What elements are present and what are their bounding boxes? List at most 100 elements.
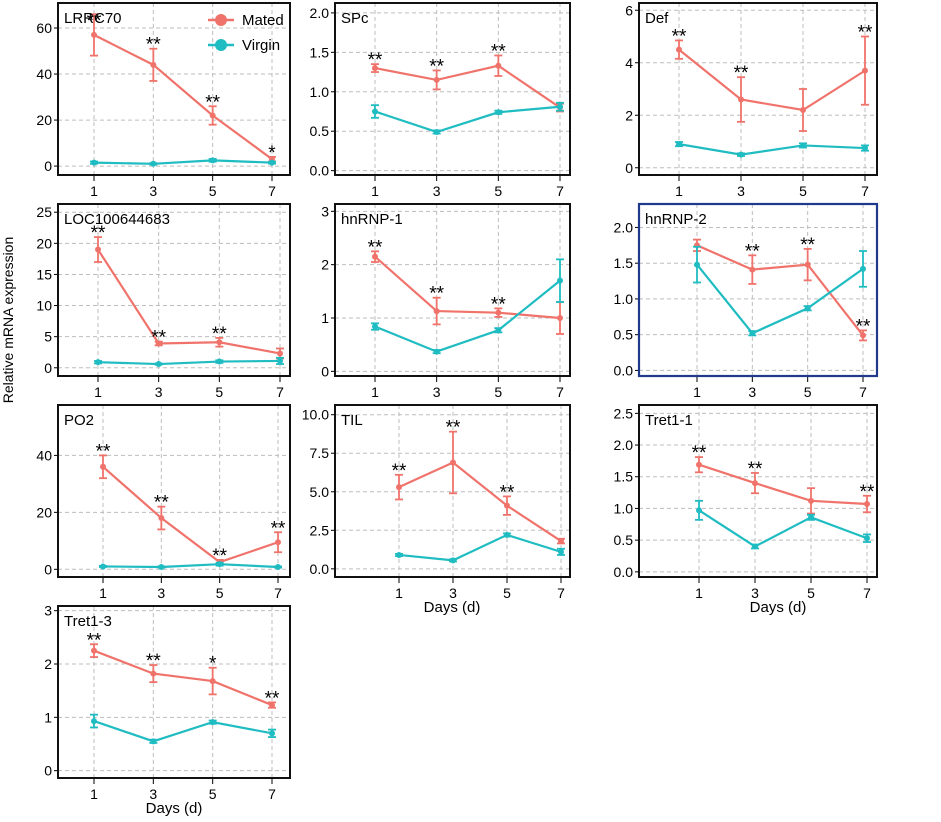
panel-title: hnRNP-2 [645,211,707,228]
virgin-point [808,514,814,521]
virgin-line [93,159,273,165]
virgin-point [804,305,811,312]
y-tick-label: 0 [44,158,52,174]
y-tick-label: 0.5 [614,532,634,548]
significance-mark: ** [500,482,515,503]
x-tick-label: 1 [675,183,683,199]
y-tick-label: 2.0 [614,437,634,453]
mated-point [495,309,502,316]
virgin-point [95,359,101,366]
x-tick-label: 1 [693,384,701,400]
significance-mark: ** [96,441,111,462]
panel-hnrnp-2: 0.0 0.5 1.0 1.5 2.0 1 3 5 7 ** ** ** hnRNP-2 [614,202,879,400]
y-tick-label: 2.0 [614,219,634,235]
y-tick-label: 0.0 [614,564,634,580]
y-tick-label: 0.0 [614,362,634,378]
y-tick-label: 20 [36,504,52,520]
mated-point [372,65,378,72]
x-tick-label: 7 [268,183,276,199]
x-tick-label: 3 [449,585,457,601]
mated-point [504,502,510,509]
x-tick-label: 1 [371,183,379,199]
panel-til: 0.0 2.5 5.0 7.5 10.0 1 3 5 7 ** ** ** TIL [302,404,571,601]
mated-point [495,62,502,69]
mated-line [678,48,866,112]
significance-mark: ** [368,50,383,71]
virgin-point [676,141,682,148]
x-tick-label: 5 [494,384,502,400]
mated-line [97,248,281,355]
x-tick-label: 7 [274,585,282,601]
mated-point [800,107,806,113]
virgin-point [752,543,758,550]
x-tick-label: 3 [737,183,745,199]
y-tick-label: 5 [44,329,52,345]
panel-title: SPc [341,10,369,27]
mated-point [155,340,162,347]
virgin-point [150,160,157,167]
virgin-point [100,563,106,570]
mated-line [93,33,273,161]
panel-title: LOC100644683 [64,211,170,228]
y-tick-label: 0 [44,360,52,376]
mated-point [209,112,216,119]
significance-mark: * [268,143,276,164]
significance-mark: ** [205,92,220,113]
mated-point [804,261,811,268]
panel-border [57,203,291,377]
x-tick-label: 5 [804,384,812,400]
mated-point [269,702,275,709]
mated-point [676,46,682,53]
virgin-line [678,143,866,156]
virgin-point [269,730,275,737]
x-tick-label: 1 [99,585,107,601]
significance-mark: ** [429,284,444,305]
virgin-line [93,720,273,743]
panel-border [57,605,291,779]
y-tick-label: 25 [36,204,52,220]
virgin-point [372,108,378,115]
significance-mark: ** [151,328,166,349]
legend-label: Mated [242,12,284,29]
mated-line [398,461,562,543]
x-axis-title: Days (d) [146,800,203,817]
y-tick-label: 2.5 [310,522,330,538]
virgin-point [864,535,870,542]
panel-spc: 0.0 0.5 1.0 1.5 2.0 1 3 5 7 ** ** ** SPc [310,2,571,199]
significance-mark: ** [392,461,407,482]
virgin-line [398,533,562,562]
virgin-point [216,561,223,568]
significance-mark: ** [692,443,707,464]
panel-hnrnp-1: 0 1 2 3 1 3 5 7 ** ** ** hnRNP-1 [321,203,571,400]
y-tick-label: 3 [44,603,52,619]
y-tick-label: 3 [321,203,329,219]
mated-point [396,484,402,491]
y-tick-label: 0 [44,561,52,577]
panel-background [335,204,570,376]
virgin-point [433,348,440,355]
x-tick-label: 7 [859,384,867,400]
x-tick-label: 5 [494,183,502,199]
legend: Mated Virgin [208,12,284,54]
significance-mark: ** [858,23,873,44]
y-tick-label: 2 [44,656,52,672]
y-tick-label: 20 [36,112,52,128]
panel-background [335,3,570,175]
significance-mark: ** [368,237,383,258]
x-tick-label: 7 [556,183,564,199]
mated-point [862,67,868,74]
mated-point [216,339,223,346]
significance-mark: ** [154,493,169,514]
mated-point [209,678,216,685]
virgin-point [504,531,510,538]
x-axis-title: Days (d) [750,599,807,616]
virgin-point [158,564,165,571]
x-tick-label: 3 [433,384,441,400]
mated-point [158,515,165,522]
mated-point [275,539,281,546]
virgin-point [738,151,744,158]
